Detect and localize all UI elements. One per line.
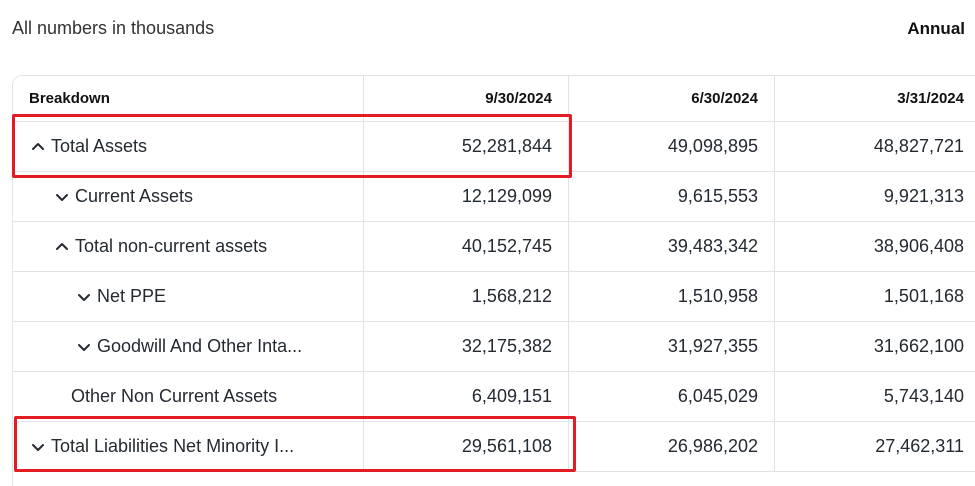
- table-row-total-non-current-assets: Total non-current assets 40,152,745 39,4…: [13, 222, 975, 272]
- table-row-other-non-current-assets: Other Non Current Assets 6,409,151 6,045…: [13, 372, 975, 422]
- value-cell: 49,098,895: [569, 122, 775, 171]
- value-cell: 52,281,844: [364, 122, 569, 171]
- table-header-row: Breakdown 9/30/2024 6/30/2024 3/31/2024: [13, 76, 975, 122]
- value-cell: 27,462,311: [875, 436, 964, 456]
- table-row-current-assets: Current Assets 12,129,099 9,615,553 9,92…: [13, 172, 975, 222]
- row-label-cell[interactable]: Current Assets: [13, 172, 364, 221]
- row-label: Total non-current assets: [75, 236, 268, 256]
- value-cell: 32,175,382: [364, 322, 569, 371]
- financials-toolbar: All numbers in thousands Annual: [0, 0, 975, 60]
- column-header-period-3: 3/31/2024: [897, 90, 964, 107]
- value-cell: 48,827,721: [873, 136, 964, 156]
- chevron-down-icon[interactable]: [75, 288, 93, 306]
- table-row-net-ppe: Net PPE 1,568,212 1,510,958 1,501,168: [13, 272, 975, 322]
- chevron-up-icon[interactable]: [29, 138, 47, 156]
- chevron-down-icon[interactable]: [75, 338, 93, 356]
- value-cell: 26,986,202: [569, 422, 775, 471]
- table-row-total-liabilities: Total Liabilities Net Minority I... 29,5…: [13, 422, 975, 472]
- chevron-down-icon[interactable]: [53, 188, 71, 206]
- row-label-cell[interactable]: Total Assets: [13, 122, 364, 171]
- table-row-goodwill: Goodwill And Other Inta... 32,175,382 31…: [13, 322, 975, 372]
- chevron-down-icon[interactable]: [29, 438, 47, 456]
- value-cell: 40,152,745: [364, 222, 569, 271]
- row-label: Current Assets: [75, 186, 194, 206]
- row-label: Other Non Current Assets: [71, 386, 278, 406]
- row-label-cell[interactable]: Total Liabilities Net Minority I...: [13, 422, 364, 471]
- value-cell: 12,129,099: [364, 172, 569, 221]
- row-label: Goodwill And Other Inta...: [97, 336, 303, 356]
- value-cell: 29,561,108: [364, 422, 569, 471]
- value-cell: 9,615,553: [569, 172, 775, 221]
- value-cell: 39,483,342: [569, 222, 775, 271]
- value-cell: 1,568,212: [364, 272, 569, 321]
- row-label-cell[interactable]: Net PPE: [13, 272, 364, 321]
- row-label-cell[interactable]: Total non-current assets: [13, 222, 364, 271]
- row-label: Net PPE: [97, 286, 167, 306]
- column-header-period-1: 9/30/2024: [364, 76, 569, 121]
- units-note: All numbers in thousands: [12, 18, 215, 38]
- row-label: Total Liabilities Net Minority I...: [51, 436, 295, 456]
- table-row-total-assets: Total Assets 52,281,844 49,098,895 48,82…: [13, 122, 975, 172]
- value-cell: 1,501,168: [883, 286, 964, 306]
- annual-toggle-button[interactable]: Annual: [907, 19, 965, 38]
- value-cell: 6,409,151: [364, 372, 569, 421]
- value-cell: 5,743,140: [883, 386, 964, 406]
- value-cell: 9,921,313: [883, 186, 964, 206]
- value-cell: 38,906,408: [873, 236, 964, 256]
- row-label-cell: Other Non Current Assets: [13, 372, 364, 421]
- balance-sheet-table: Breakdown 9/30/2024 6/30/2024 3/31/2024 …: [12, 75, 975, 486]
- value-cell: 31,927,355: [569, 322, 775, 371]
- value-cell: 6,045,029: [569, 372, 775, 421]
- value-cell: 31,662,100: [873, 336, 964, 356]
- chevron-up-icon[interactable]: [53, 238, 71, 256]
- column-header-period-2: 6/30/2024: [569, 76, 775, 121]
- row-label-cell[interactable]: Goodwill And Other Inta...: [13, 322, 364, 371]
- value-cell: 1,510,958: [569, 272, 775, 321]
- row-label: Total Assets: [51, 136, 148, 156]
- column-header-breakdown: Breakdown: [13, 76, 364, 121]
